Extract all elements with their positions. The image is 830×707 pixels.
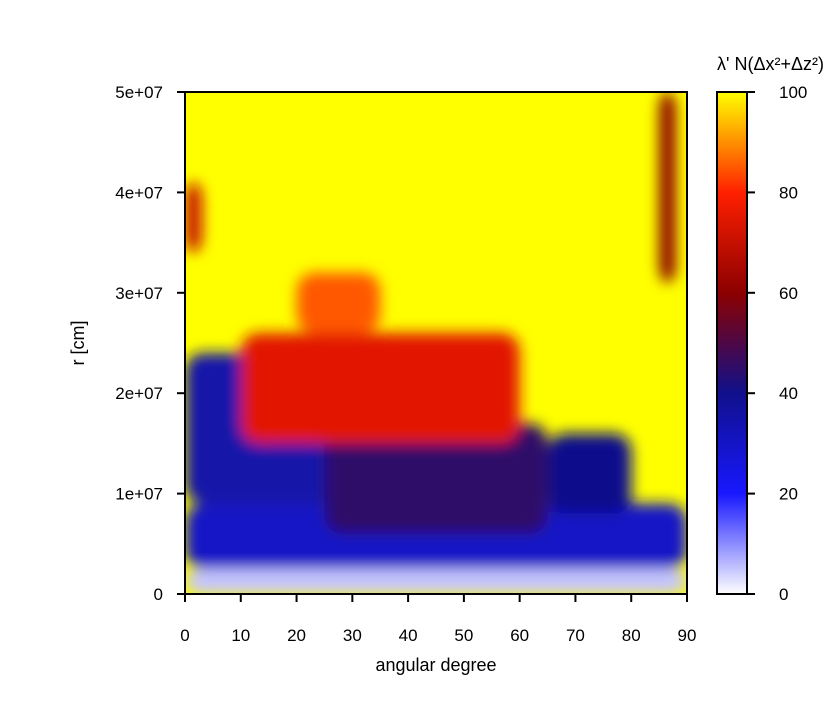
- y-tick-label: 2e+07: [115, 384, 163, 403]
- y-axis-label: r [cm]: [68, 321, 88, 366]
- y-tick-label: 0: [154, 585, 163, 604]
- heatmap-field: [185, 92, 687, 594]
- x-tick-label: 30: [343, 626, 362, 645]
- colorbar-tick-label: 40: [779, 384, 798, 403]
- colorbar-label: λ' N(Δx²+Δz²): [717, 54, 824, 74]
- colorbar-tick-label: 80: [779, 183, 798, 202]
- x-tick-label: 60: [510, 626, 529, 645]
- x-axis-ticks: 0 10 20 30 40 50 60 70 80 90: [180, 594, 696, 645]
- colorbar-tick-label: 0: [779, 585, 788, 604]
- colorbar: [716, 91, 748, 595]
- x-tick-label: 40: [399, 626, 418, 645]
- field-region-1: [185, 503, 687, 569]
- x-tick-label: 50: [454, 626, 473, 645]
- colorbar-tick-label: 60: [779, 284, 798, 303]
- field-region-7: [659, 92, 676, 283]
- x-tick-label: 90: [678, 626, 697, 645]
- y-tick-label: 3e+07: [115, 284, 163, 303]
- x-tick-label: 10: [231, 626, 250, 645]
- x-tick-label: 70: [566, 626, 585, 645]
- field-region-8: [185, 182, 202, 253]
- plot-frame: [184, 91, 688, 595]
- y-tick-label: 1e+07: [115, 485, 163, 504]
- field-region-5: [240, 332, 520, 444]
- y-tick-label: 5e+07: [115, 83, 163, 102]
- x-tick-label: 80: [622, 626, 641, 645]
- colorbar-tick-label: 20: [779, 485, 798, 504]
- y-tick-label: 4e+07: [115, 183, 163, 202]
- field-region-4: [547, 433, 632, 514]
- colorbar-tick-label: 100: [779, 83, 807, 102]
- x-axis-label: angular degree: [375, 655, 496, 675]
- field-region-0: [185, 568, 687, 594]
- x-tick-label: 0: [180, 626, 189, 645]
- y-axis-ticks: 0 1e+07 2e+07 3e+07 4e+07 5e+07: [115, 83, 185, 604]
- field-region-3: [324, 423, 548, 534]
- field-regions: [185, 92, 687, 594]
- colorbar-ticks: 0 20 40 60 80 100: [747, 83, 807, 604]
- x-tick-label: 20: [287, 626, 306, 645]
- field-region-6: [296, 272, 381, 333]
